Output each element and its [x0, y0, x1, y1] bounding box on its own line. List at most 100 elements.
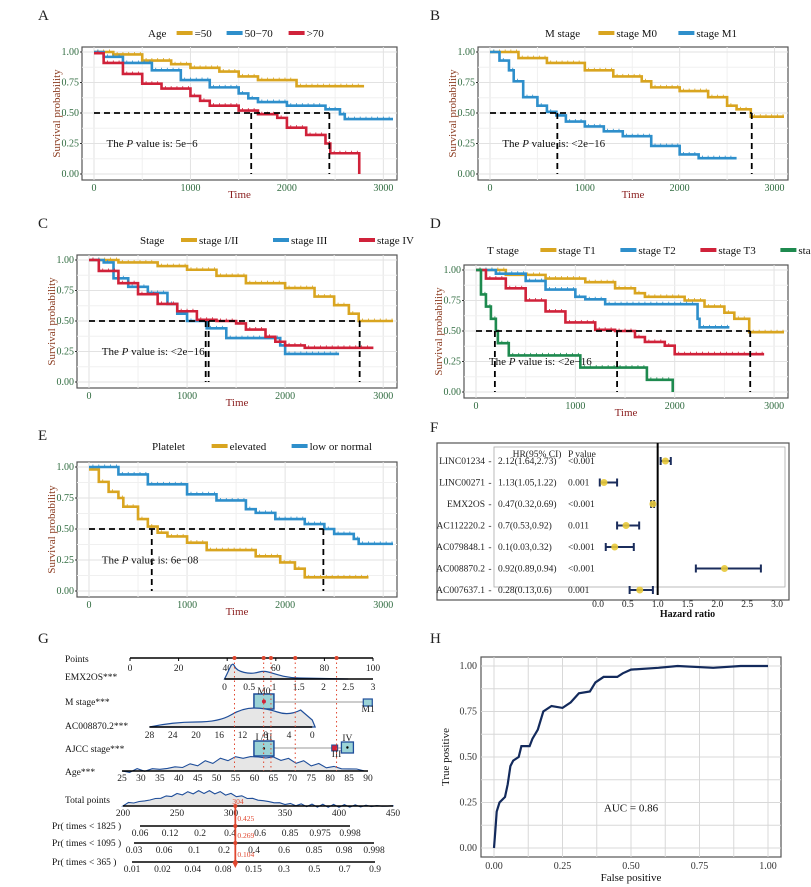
- km-curve-stage-iii: [89, 258, 340, 356]
- tick-label: 85: [344, 774, 354, 784]
- legend: T stage stage T1 stage T2 stage T3 stage T4: [487, 245, 811, 257]
- x-tick-label: 0: [87, 391, 92, 402]
- panel-letter-e: E: [38, 428, 47, 444]
- x-tick-label: 1000: [565, 401, 585, 412]
- y-tick-label: 0.75: [458, 78, 476, 89]
- legend-entry: 50−70: [245, 28, 274, 40]
- km-curve-stage-t1: [476, 268, 784, 334]
- p-value-annotation: The P value is: 6e−08: [102, 555, 199, 567]
- legend-title: Stage: [140, 235, 165, 247]
- x-tick-label: 0.5: [622, 600, 634, 610]
- tick-label: 0.15: [245, 865, 262, 875]
- risk-marker-dot: [233, 804, 238, 808]
- marker-stage-iv: [346, 746, 349, 749]
- risk-marker-dot: [233, 841, 238, 845]
- tick-label: 40: [174, 774, 184, 784]
- legend-entry: stage I/II: [199, 235, 239, 247]
- panel-h: H 0.00 0.25 0.50 0.75 1.00 0.00 0.25 0.50 0.75 1.0…: [430, 631, 782, 884]
- tick-label: 0.3: [278, 865, 290, 875]
- x-tick-label: 0.0: [592, 600, 604, 610]
- x-tick-label: 2000: [277, 183, 297, 194]
- x-tick-label: 2.0: [711, 600, 723, 610]
- y-tick-label: 0.75: [57, 493, 75, 504]
- y-tick-label: 0.00: [460, 843, 478, 854]
- tick-label: 65: [269, 774, 279, 784]
- tick-label: 0.98: [336, 846, 353, 856]
- legend: Platelet elevated low or normal: [152, 441, 372, 453]
- hr-point: [600, 479, 608, 486]
- y-tick-label: 0.00: [57, 377, 75, 388]
- tick-label: 0.5: [243, 683, 255, 693]
- x-tick-label: 2000: [275, 600, 295, 611]
- panel-letter-d: D: [430, 216, 441, 232]
- row-label: AC112220.2: [437, 522, 486, 532]
- tick-label: 16: [214, 731, 224, 741]
- y-tick-label: 0.75: [57, 286, 75, 297]
- tick-label: 0.06: [132, 829, 149, 839]
- tick-label: 55: [231, 774, 241, 784]
- label-ajcc-stage: AJCC stage***: [65, 745, 125, 755]
- y-tick-label: 0.50: [62, 108, 80, 119]
- panel-a: A Age =50 50−70 >70 0.00 0.25 0.50 0.75 1.00 0 1000…: [38, 8, 398, 201]
- panel-b: B M stage stage M0 stage M1 0.00 0.25 0.50 0.75…: [430, 8, 789, 201]
- tick-label: 50: [212, 774, 222, 784]
- tick-label: 45: [193, 774, 203, 784]
- risk-marker-label: 304: [232, 797, 244, 806]
- x-axis-title: Time: [615, 407, 638, 419]
- tick-label: 0: [222, 683, 227, 693]
- tick-label: 60: [271, 664, 281, 674]
- panel-letter-c: C: [38, 216, 48, 232]
- risk-marker-dot: [233, 860, 238, 864]
- legend-title: Age: [148, 28, 166, 40]
- label-m-stage: M stage***: [65, 698, 110, 708]
- level-m1: M1: [362, 705, 375, 715]
- label-emx2os: EMX2OS***: [65, 673, 118, 683]
- row-label: AC079848.1: [436, 543, 485, 553]
- tick-label: 80: [325, 774, 335, 784]
- level-iv: IV: [342, 734, 352, 744]
- forest-row: EMX2OS -0.47(0.32,0.69) <0.001: [447, 499, 657, 510]
- row-label: AC007637.1: [436, 586, 485, 596]
- row-p: <0.001: [568, 457, 595, 467]
- tick-label: 0.04: [184, 865, 201, 875]
- x-tick-label: 0.50: [622, 861, 640, 872]
- tick-label: 0: [128, 664, 133, 674]
- y-axis-title: True positive: [440, 728, 452, 786]
- tick-label: 0.7: [339, 865, 351, 875]
- tick-label: 75: [306, 774, 316, 784]
- row-dash: -: [488, 565, 491, 575]
- density-emx2os: [223, 663, 349, 680]
- y-tick-label: 0.25: [57, 555, 75, 566]
- panel-letter-f: F: [430, 420, 438, 436]
- tick-label: 30: [136, 774, 146, 784]
- x-tick-label: 0: [92, 183, 97, 194]
- km-curve-stage-t4: [476, 268, 675, 392]
- x-tick-label: 1000: [575, 183, 595, 194]
- x-tick-label: 3000: [373, 600, 393, 611]
- tick-label: 35: [155, 774, 165, 784]
- tick-label: 0.2: [194, 829, 206, 839]
- label-prob-1: Pr( times < 1095 ): [52, 838, 121, 849]
- x-tick-label: 3000: [373, 391, 393, 402]
- row-p: <0.001: [568, 543, 595, 553]
- tick-label: 450: [386, 809, 401, 819]
- hr-point: [661, 457, 669, 465]
- row-hr: 0.7(0.53,0.92): [498, 521, 552, 532]
- y-tick-label: 0.00: [57, 586, 75, 597]
- legend: Age =50 50−70 >70: [148, 28, 324, 40]
- y-tick-label: 0.50: [458, 108, 476, 119]
- column-header-hr: HR(95% CI): [513, 449, 562, 460]
- y-axis-title: Survival probability: [433, 287, 445, 376]
- row-dash: -: [488, 479, 491, 489]
- row-dash: -: [488, 457, 491, 467]
- km-curve-stage-i-ii: [89, 258, 393, 323]
- label-total-points: Total points: [65, 796, 110, 806]
- y-tick-label: 0.25: [62, 139, 80, 150]
- row-p: 0.001: [568, 586, 590, 596]
- tick-label: 0.85: [282, 829, 299, 839]
- x-tick-label: 3.0: [771, 600, 783, 610]
- tick-label: 90: [363, 774, 373, 784]
- tick-label: 250: [170, 809, 185, 819]
- row-p: 0.011: [568, 522, 589, 532]
- row-dash: -: [488, 522, 491, 532]
